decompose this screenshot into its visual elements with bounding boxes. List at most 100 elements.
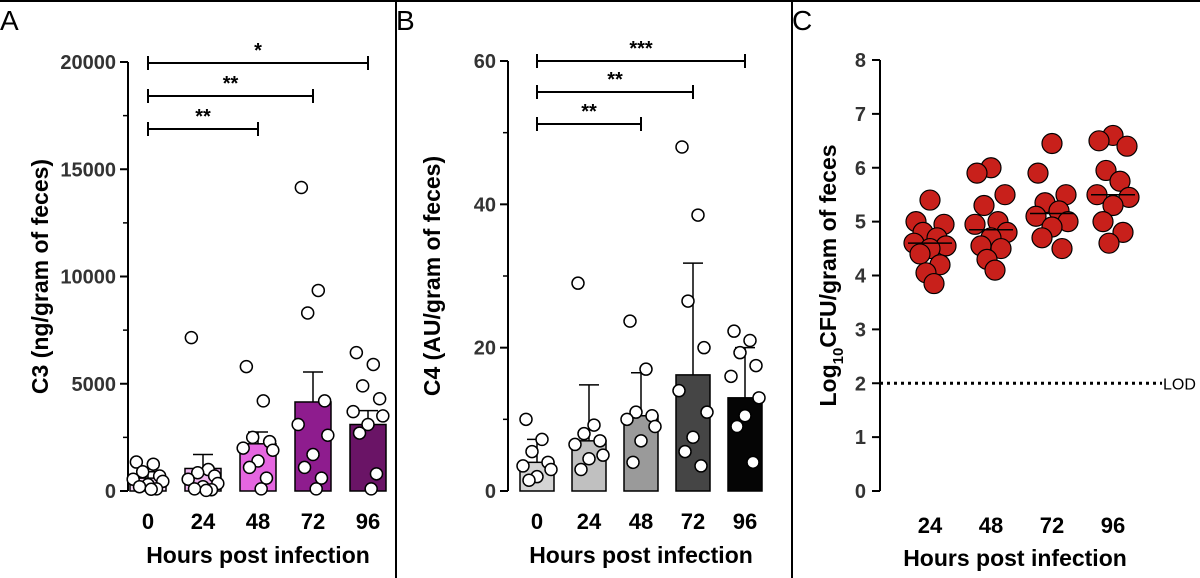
y-tick-label: 1 xyxy=(855,427,866,449)
data-point xyxy=(691,208,705,222)
significance-label: * xyxy=(254,40,262,62)
panel-letter-a: A xyxy=(0,5,19,36)
y-tick-label: 5 xyxy=(855,212,866,234)
data-point xyxy=(593,434,607,448)
data-point xyxy=(990,237,1012,260)
panel-letter-b: B xyxy=(396,5,415,36)
data-point xyxy=(746,455,760,470)
data-point xyxy=(973,194,995,217)
data-point xyxy=(909,243,931,265)
data-point xyxy=(686,430,700,444)
significance-label: *** xyxy=(629,38,653,60)
data-point xyxy=(738,409,752,423)
data-point xyxy=(376,409,390,423)
data-point xyxy=(700,405,714,419)
data-point xyxy=(568,437,582,452)
x-axis-label: Hours post infection xyxy=(529,542,753,568)
y-axis-label: C3 (ng/gram of feces) xyxy=(27,159,53,394)
y-tick-label: 0 xyxy=(485,481,496,503)
data-point xyxy=(694,459,708,473)
data-point xyxy=(1027,162,1049,184)
data-point xyxy=(966,162,988,184)
x-tick-label: 0 xyxy=(142,509,154,534)
data-point xyxy=(697,340,711,355)
y-axis-label: Log10CFU/gram of feces xyxy=(815,144,847,406)
x-tick-label: 96 xyxy=(1101,513,1125,538)
data-point xyxy=(577,426,591,441)
data-point xyxy=(994,184,1016,206)
data-point xyxy=(582,452,596,466)
data-point xyxy=(144,482,158,497)
data-point xyxy=(724,369,738,384)
y-axis-label: C4 (AU/gram of feces) xyxy=(419,156,445,396)
panel-a-chart: 0 5000 10000 15000 20000 C3 (ng/gram of feces… xyxy=(27,40,390,568)
data-point xyxy=(239,359,254,374)
data-point xyxy=(306,447,320,462)
y-axis-label-subscript: 10 xyxy=(830,348,847,365)
data-point xyxy=(187,482,202,496)
data-point xyxy=(1102,194,1124,217)
x-axis-label: Hours post infection xyxy=(903,545,1127,571)
data-point xyxy=(629,405,643,419)
data-point xyxy=(236,441,250,455)
panel-c-chart: 0 1 2 3 4 5 6 7 8 Log10CFU/gram of feces LOD 24 48 72… xyxy=(815,50,1196,571)
x-tick-label: 48 xyxy=(979,513,1003,538)
data-point xyxy=(321,428,335,442)
data-point xyxy=(242,460,257,475)
data-point xyxy=(266,443,280,457)
y-tick-label: 0 xyxy=(855,481,866,503)
data-point xyxy=(259,471,274,485)
data-point xyxy=(620,412,634,427)
data-point xyxy=(311,283,326,298)
data-point xyxy=(256,394,271,408)
data-point xyxy=(369,467,384,481)
data-point xyxy=(681,294,695,308)
y-tick-label: 4 xyxy=(855,266,867,288)
data-point xyxy=(1031,227,1053,249)
data-point xyxy=(639,362,653,376)
data-point xyxy=(984,259,1006,281)
data-point xyxy=(355,379,370,393)
x-axis-label: Hours post infection xyxy=(146,542,370,568)
data-point xyxy=(626,455,640,470)
data-point xyxy=(752,391,766,405)
data-point xyxy=(361,417,375,432)
data-point xyxy=(1041,132,1063,155)
data-point xyxy=(1025,205,1047,227)
data-point xyxy=(135,464,150,479)
data-point xyxy=(1092,211,1114,233)
significance-label: ** xyxy=(195,106,211,128)
data-point xyxy=(596,448,610,462)
data-point xyxy=(309,482,323,496)
data-point xyxy=(587,418,601,432)
y-tick-label: 8 xyxy=(855,50,866,72)
x-tick-label: 48 xyxy=(246,509,270,534)
x-tick-label: 24 xyxy=(577,509,602,534)
data-point xyxy=(1088,130,1110,152)
x-tick-label: 24 xyxy=(191,509,216,534)
data-point xyxy=(245,430,260,445)
data-point xyxy=(648,419,662,434)
data-point xyxy=(519,412,533,427)
x-tick-label: 72 xyxy=(301,509,325,534)
y-axis-label-suffix: CFU/gram of feces xyxy=(815,144,841,347)
data-point xyxy=(294,180,309,195)
data-point xyxy=(571,276,585,290)
data-point xyxy=(184,330,199,345)
panel-letter-c: C xyxy=(792,5,812,36)
data-point xyxy=(623,314,637,328)
data-point xyxy=(525,444,539,459)
data-point xyxy=(1116,135,1138,157)
significance-label: ** xyxy=(581,101,597,123)
data-point xyxy=(1051,237,1073,260)
data-point xyxy=(372,392,387,406)
y-tick-label: 20000 xyxy=(60,52,116,74)
data-point xyxy=(1098,232,1120,254)
x-tick-label: 24 xyxy=(918,513,943,538)
y-tick-label: 5000 xyxy=(72,374,117,396)
data-point xyxy=(349,345,364,360)
data-point xyxy=(300,306,315,320)
data-point xyxy=(146,457,161,471)
data-point xyxy=(522,473,536,487)
